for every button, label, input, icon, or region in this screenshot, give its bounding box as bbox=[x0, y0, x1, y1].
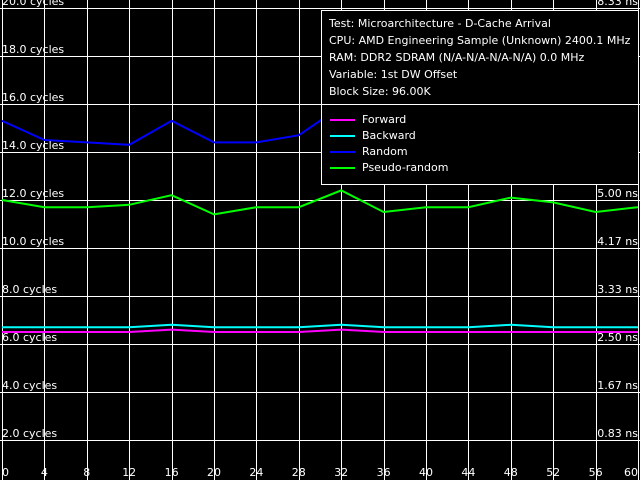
x-tick-label: 32 bbox=[334, 466, 348, 479]
y-left-tick-label: 20.0 cycles bbox=[2, 0, 64, 8]
y-left-tick-label: 18.0 cycles bbox=[2, 43, 64, 56]
variable-label: Variable: 1st DW Offset bbox=[329, 68, 458, 81]
legend-swatch-pseudo-random bbox=[330, 167, 355, 169]
block-size-label: Block Size: 96.00K bbox=[329, 85, 431, 98]
x-tick-label: 8 bbox=[83, 466, 90, 479]
ram-label: RAM: DDR2 SDRAM (N/A-N/A-N/A-N/A) 0.0 MH… bbox=[329, 51, 585, 64]
legend-label-random: Random bbox=[362, 145, 408, 158]
y-left-tick-label: 10.0 cycles bbox=[2, 235, 64, 248]
x-tick-label: 48 bbox=[504, 466, 518, 479]
legend-separator bbox=[322, 104, 638, 105]
x-tick-label: 40 bbox=[419, 466, 433, 479]
x-tick-label: 56 bbox=[589, 466, 603, 479]
legend-swatch-random bbox=[330, 151, 355, 153]
x-tick-label: 60 bbox=[624, 466, 638, 479]
y-right-tick-label: 0.83 ns bbox=[597, 427, 638, 440]
x-tick-label: 28 bbox=[292, 466, 306, 479]
x-tick-label: 12 bbox=[122, 466, 136, 479]
y-left-tick-label: 4.0 cycles bbox=[2, 379, 57, 392]
y-left-tick-label: 14.0 cycles bbox=[2, 139, 64, 152]
y-right-tick-label: 8.33 ns bbox=[597, 0, 638, 8]
legend-swatch-backward bbox=[330, 135, 355, 137]
x-tick-label: 16 bbox=[165, 466, 179, 479]
series-line-forward bbox=[2, 328, 638, 333]
x-tick-label: 4 bbox=[41, 466, 48, 479]
y-left-tick-label: 12.0 cycles bbox=[2, 187, 64, 200]
series-line-backward bbox=[2, 323, 638, 329]
y-left-tick-label: 8.0 cycles bbox=[2, 283, 57, 296]
test-name-label: Test: Microarchitecture - D-Cache Arriva… bbox=[329, 17, 551, 30]
info-legend-box: Test: Microarchitecture - D-Cache Arriva… bbox=[321, 10, 639, 185]
series-line-pseudo-random bbox=[1, 189, 639, 216]
y-left-tick-label: 6.0 cycles bbox=[2, 331, 57, 344]
y-left-tick-label: 16.0 cycles bbox=[2, 91, 64, 104]
y-right-tick-label: 1.67 ns bbox=[597, 379, 638, 392]
y-right-tick-label: 2.50 ns bbox=[597, 331, 638, 344]
x-tick-label: 20 bbox=[207, 466, 221, 479]
x-tick-label: 36 bbox=[377, 466, 391, 479]
cpu-label: CPU: AMD Engineering Sample (Unknown) 24… bbox=[329, 34, 631, 47]
y-right-tick-label: 3.33 ns bbox=[597, 283, 638, 296]
legend-label-forward: Forward bbox=[362, 113, 407, 126]
y-right-tick-label: 5.00 ns bbox=[597, 187, 638, 200]
x-tick-label: 44 bbox=[461, 466, 475, 479]
x-tick-label: 0 bbox=[2, 466, 9, 479]
y-right-tick-label: 4.17 ns bbox=[597, 235, 638, 248]
legend-swatch-forward bbox=[330, 119, 355, 121]
x-tick-label: 52 bbox=[546, 466, 560, 479]
legend-label-backward: Backward bbox=[362, 129, 416, 142]
x-tick-label: 24 bbox=[249, 466, 263, 479]
y-left-tick-label: 2.0 cycles bbox=[2, 427, 57, 440]
legend-label-pseudo-random: Pseudo-random bbox=[362, 161, 449, 174]
